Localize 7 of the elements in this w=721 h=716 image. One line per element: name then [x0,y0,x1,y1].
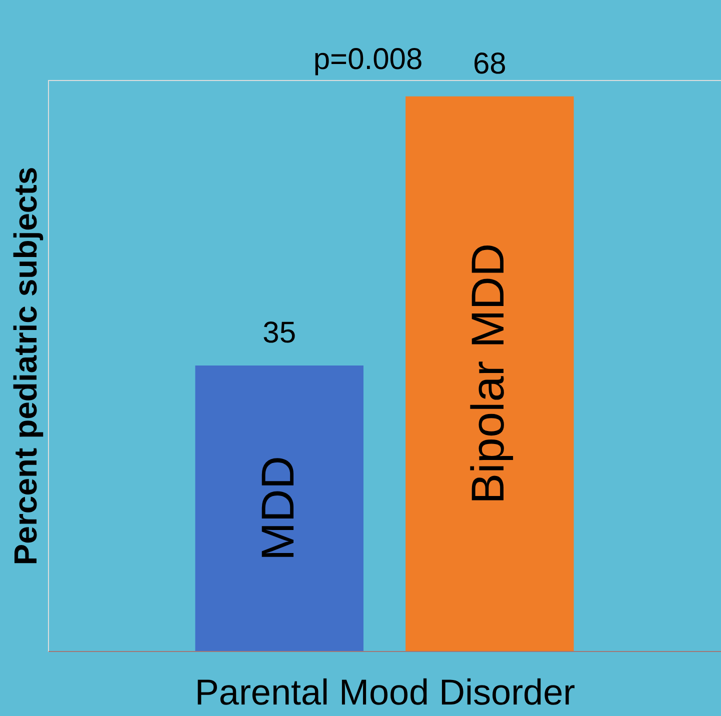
data-label: 35 [262,316,296,350]
x-tick-label: MDD [251,456,304,561]
x-axis-title: Parental Mood Disorder [194,672,576,712]
y-axis-title: Percent pediatric subjects [8,166,44,566]
text: p=0.008 [313,43,423,76]
data-label: 68 [472,47,506,80]
x-tick-label: Bipolar MDD [462,243,514,504]
